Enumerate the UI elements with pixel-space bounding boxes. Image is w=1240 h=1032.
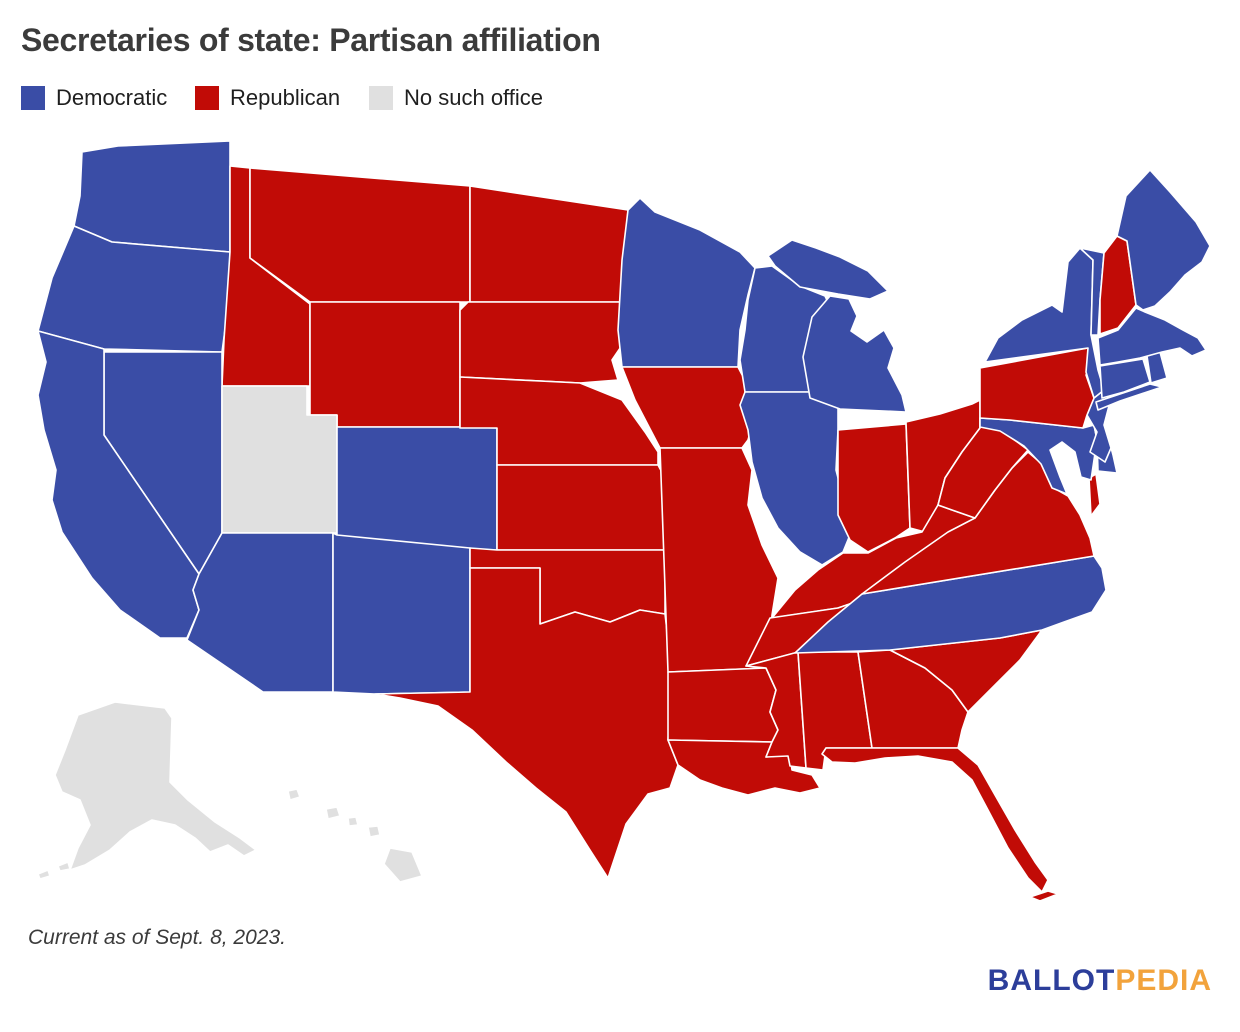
- state-rhode-island[interactable]: [1146, 351, 1168, 384]
- legend-item-democratic: Democratic: [21, 85, 167, 111]
- state-montana[interactable]: [249, 167, 471, 303]
- state-kansas[interactable]: [496, 464, 666, 551]
- state-california[interactable]: [37, 330, 200, 639]
- state-arizona[interactable]: [186, 532, 334, 693]
- state-wyoming[interactable]: [309, 301, 461, 428]
- state-minnesota[interactable]: [617, 197, 756, 368]
- legend-label-democratic: Democratic: [56, 85, 168, 110]
- page-title: Secretaries of state: Partisan affiliati…: [21, 22, 601, 58]
- state-north-dakota[interactable]: [469, 185, 629, 303]
- footnote: Current as of Sept. 8, 2023.: [28, 926, 286, 949]
- state-maryland[interactable]: [979, 417, 1098, 495]
- legend-item-no-such-office: No such office: [369, 85, 543, 111]
- logo-pedia-text: PEDIA: [1115, 964, 1212, 997]
- state-massachusetts[interactable]: [1097, 307, 1207, 366]
- state-colorado[interactable]: [336, 426, 498, 551]
- state-indiana[interactable]: [837, 423, 911, 553]
- state-florida[interactable]: [821, 747, 1059, 902]
- state-nebraska[interactable]: [459, 376, 659, 466]
- legend-label-republican: Republican: [230, 85, 341, 110]
- state-new-mexico[interactable]: [332, 532, 471, 695]
- state-michigan[interactable]: [767, 239, 907, 413]
- state-arkansas[interactable]: [667, 667, 779, 743]
- state-south-dakota[interactable]: [459, 301, 628, 384]
- state-connecticut[interactable]: [1099, 358, 1151, 399]
- democratic-swatch: [21, 86, 45, 110]
- no-such-office-swatch: [369, 86, 393, 110]
- state-alaska[interactable]: [37, 701, 257, 880]
- state-hawaii[interactable]: [287, 788, 423, 883]
- state-north-carolina[interactable]: [794, 555, 1107, 654]
- ballotpedia-logo: BALLOTPEDIA: [988, 964, 1212, 998]
- state-maine[interactable]: [1116, 169, 1211, 311]
- republican-swatch: [195, 86, 219, 110]
- logo-ballot-text: BALLOT: [987, 964, 1116, 997]
- legend-item-republican: Republican: [195, 85, 340, 111]
- state-texas[interactable]: [374, 567, 679, 879]
- legend-label-no-such-office: No such office: [404, 85, 544, 110]
